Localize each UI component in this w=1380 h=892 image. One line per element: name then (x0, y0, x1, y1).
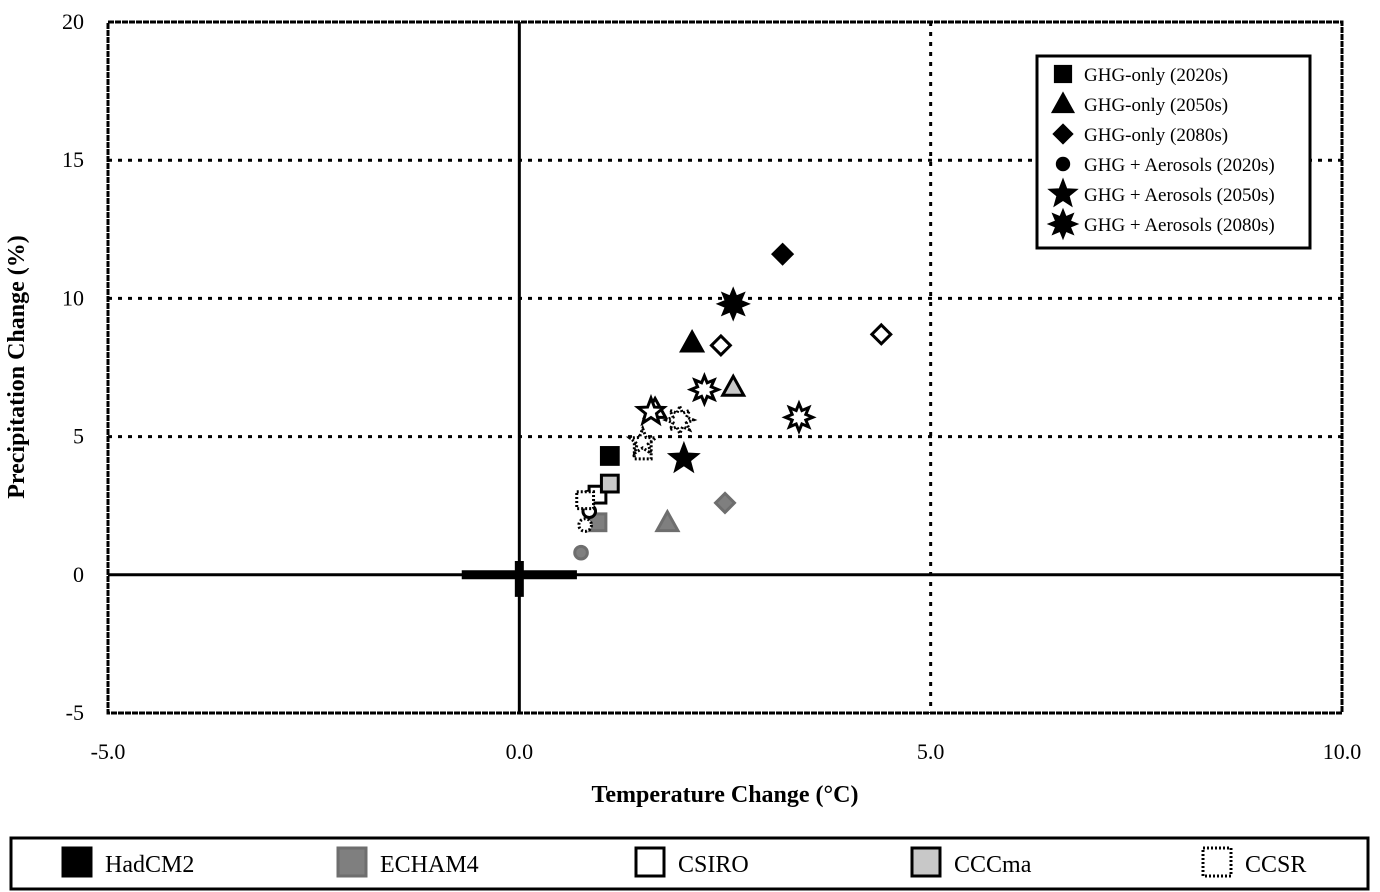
model-swatch-csiro (634, 846, 666, 878)
legend-label-square: GHG-only (2020s) (1084, 65, 1228, 86)
data-point-csiro-burst (686, 372, 723, 408)
y-tick-label: -5 (66, 700, 84, 725)
legend-marker-diamond (1052, 123, 1074, 145)
legend-marker-star (1047, 177, 1079, 208)
model-label-ccsr: CCSR (1245, 852, 1306, 878)
x-tick-label: 5.0 (917, 739, 945, 764)
data-point-echam4-triangle (654, 508, 681, 533)
legend-marker-circle (1055, 156, 1071, 172)
model-swatch-echam4 (336, 846, 368, 878)
legend-label-circle: GHG + Aerosols (2020s) (1084, 155, 1275, 176)
legend-marker-triangle (1050, 91, 1076, 114)
data-point-cccma-square (599, 473, 620, 494)
plot-area-frame (106, 20, 1344, 715)
data-point-csiro-diamond (709, 333, 733, 357)
model-swatch-cccma (910, 846, 942, 878)
legend-label-triangle: GHG-only (2050s) (1084, 95, 1228, 116)
data-point-csiro-burst (781, 399, 817, 435)
y-tick-label: 10 (62, 285, 84, 310)
data-point-ccsr-burst (662, 402, 698, 438)
data-point-hadcm2-burst (715, 286, 751, 322)
tick-labels: -5 0 5 10 15 20 -5.0 0.0 5.0 10.0 (62, 9, 1361, 764)
y-tick-label: 15 (62, 147, 84, 172)
data-point-hadcm2-triangle (679, 329, 706, 353)
y-tick-label: 5 (73, 424, 84, 449)
y-axis-title: Precipitation Change (%) (4, 235, 30, 499)
data-point-csiro-diamond (869, 322, 893, 346)
data-point-ccsr-star (625, 424, 660, 457)
legend-label-diamond: GHG-only (2080s) (1084, 125, 1228, 146)
legend-marker-burst (1046, 207, 1080, 241)
model-label-echam4: ECHAM4 (380, 852, 479, 878)
data-point-ccsr-square (575, 490, 596, 511)
y-tick-label: 0 (73, 562, 84, 587)
x-axis-title: Temperature Change (°C) (592, 782, 859, 808)
model-label-csiro: CSIRO (678, 852, 749, 878)
scenario-legend-box (1035, 54, 1312, 250)
x-tick-label: 10.0 (1323, 739, 1362, 764)
data-point-csiro-star (633, 393, 668, 427)
data-points (573, 242, 893, 561)
y-tick-label: 20 (62, 9, 84, 34)
legend-label-star: GHG + Aerosols (2050s) (1084, 185, 1275, 206)
model-swatch-ccsr (1201, 846, 1233, 878)
data-point-ccsr-circle (577, 517, 593, 533)
model-legend: HadCM2 ECHAM4 CSIRO CCCma CCSR (9, 836, 1370, 891)
model-legend-box (9, 836, 1370, 891)
data-point-hadcm2-star (666, 440, 701, 474)
model-swatch-hadcm2 (61, 846, 93, 878)
data-point-cccma-triangle (720, 373, 747, 397)
data-point-echam4-circle (573, 544, 589, 561)
data-point-hadcm2-square (599, 446, 620, 466)
legend-marker-square (1053, 64, 1073, 84)
data-point-echam4-diamond (713, 491, 737, 515)
x-tick-label: -5.0 (91, 739, 126, 764)
model-label-cccma: CCCma (954, 852, 1032, 878)
legend-label-burst: GHG + Aerosols (2080s) (1084, 215, 1275, 236)
axes (108, 22, 1342, 713)
scenario-legend: GHG-only (2020s) GHG-only (2050s) GHG-only… (1035, 54, 1312, 250)
x-tick-label: 0.0 (506, 739, 534, 764)
data-point-hadcm2-diamond (771, 242, 795, 266)
model-label-hadcm2: HadCM2 (105, 852, 194, 878)
